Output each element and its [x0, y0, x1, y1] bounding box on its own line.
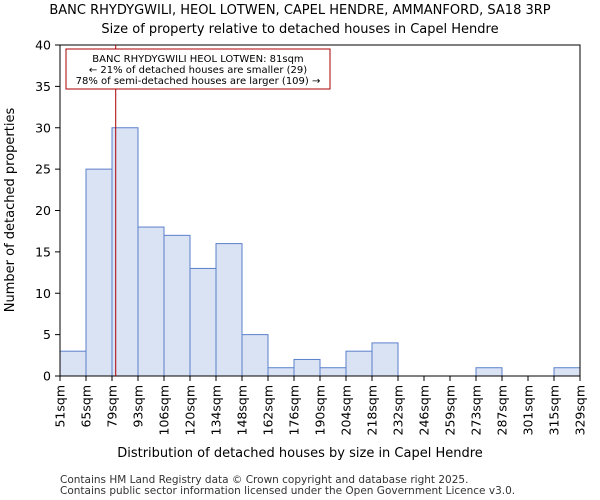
plot-frame — [59, 44, 581, 377]
y-tick-label: 20 — [35, 203, 51, 218]
chart-title-line2: Size of property relative to detached ho… — [101, 22, 498, 37]
x-tick-label: 51sqm — [53, 385, 68, 428]
y-tick-label: 25 — [35, 162, 51, 177]
x-tick-label: 273sqm — [469, 385, 484, 435]
bar-218sqm — [371, 342, 399, 377]
bar-134sqm — [215, 243, 243, 377]
y-tick-label: 5 — [43, 327, 51, 342]
y-ticks-group: 0 5 10 15 20 25 30 35 40 — [35, 38, 60, 384]
x-tick-label: 79sqm — [105, 385, 120, 428]
bar-51sqm — [59, 350, 87, 377]
x-tick-label: 93sqm — [131, 385, 146, 428]
bar-204sqm — [345, 350, 373, 377]
x-tick-label: 287sqm — [495, 385, 510, 435]
y-tick-label: 15 — [35, 244, 51, 259]
bar-190sqm — [319, 367, 347, 377]
x-tick-label: 329sqm — [573, 385, 588, 435]
x-tick-label: 162sqm — [261, 385, 276, 435]
bar-273sqm — [475, 367, 503, 377]
x-ticks-group: 51sqm 65sqm 79sqm 93sqm 106sqm 120sqm 134sqm 14… — [53, 376, 588, 435]
x-tick-label: 176sqm — [287, 385, 302, 435]
bars-group — [59, 127, 581, 377]
annotation-line1: BANC RHYDYGWILI HEOL LOTWEN: 81sqm — [92, 54, 303, 65]
bar-93sqm — [137, 226, 165, 377]
bar-65sqm — [85, 168, 113, 377]
x-tick-label: 218sqm — [365, 385, 380, 435]
y-tick-label: 10 — [35, 286, 51, 301]
x-tick-label: 301sqm — [521, 385, 536, 435]
x-tick-label: 65sqm — [79, 385, 94, 428]
y-tick-label: 35 — [35, 79, 51, 94]
x-tick-label: 134sqm — [209, 385, 224, 435]
y-axis-label: Number of detached properties — [3, 108, 18, 313]
x-tick-label: 190sqm — [313, 385, 328, 435]
x-tick-label: 106sqm — [157, 385, 172, 435]
annotation-box — [65, 48, 331, 90]
x-tick-label: 246sqm — [417, 385, 432, 435]
x-axis-label: Distribution of detached houses by size … — [117, 446, 483, 461]
bar-79sqm — [111, 127, 139, 377]
bar-176sqm — [293, 358, 321, 377]
y-tick-label: 40 — [35, 38, 51, 53]
y-tick-label: 0 — [43, 369, 51, 384]
x-tick-label: 232sqm — [391, 385, 406, 435]
bar-162sqm — [267, 367, 295, 377]
bar-120sqm — [189, 267, 217, 377]
x-tick-label: 315sqm — [547, 385, 562, 435]
annotation-line2: ← 21% of detached houses are smaller (29… — [89, 65, 307, 76]
chart-title-line1: BANC RHYDYGWILI, HEOL LOTWEN, CAPEL HEND… — [49, 3, 550, 18]
x-tick-label: 204sqm — [339, 385, 354, 435]
x-tick-label: 120sqm — [183, 385, 198, 435]
x-tick-label: 259sqm — [443, 385, 458, 435]
footer-line2: Contains public sector information licen… — [60, 485, 515, 497]
bar-315sqm — [553, 367, 581, 377]
footer-line1: Contains HM Land Registry data © Crown c… — [60, 474, 468, 486]
bar-148sqm — [241, 334, 269, 377]
annotation-line3: 78% of semi-detached houses are larger (… — [76, 76, 321, 87]
y-tick-label: 30 — [35, 120, 51, 135]
bar-106sqm — [163, 234, 191, 377]
x-tick-label: 148sqm — [235, 385, 250, 435]
